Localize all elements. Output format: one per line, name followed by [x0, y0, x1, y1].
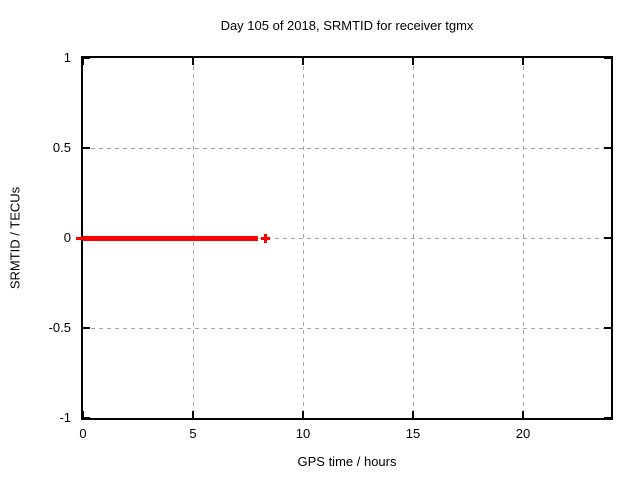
- y-gridline: [83, 147, 611, 149]
- x-axis-label: GPS time / hours: [297, 454, 397, 469]
- y-tick-label: 0.5: [52, 140, 71, 155]
- x-tick-mark: [192, 58, 194, 65]
- y-tick-mark: [83, 57, 90, 59]
- x-tick-mark: [412, 411, 414, 418]
- y-tick-mark: [604, 147, 611, 149]
- y-axis-label: SRMTID / TECUs: [7, 186, 23, 290]
- x-tick-label: 0: [79, 426, 87, 441]
- x-tick-label: 15: [405, 426, 421, 441]
- x-tick-label: 20: [515, 426, 531, 441]
- x-tick-mark: [302, 58, 304, 65]
- y-tick-mark: [604, 57, 611, 59]
- data-point-marker: [264, 233, 268, 243]
- y-tick-label: 0: [63, 230, 71, 245]
- x-tick-mark: [82, 411, 84, 418]
- x-tick-label: 10: [295, 426, 311, 441]
- y-tick-mark: [83, 147, 90, 149]
- y-gridline: [83, 237, 611, 239]
- x-tick-mark: [522, 58, 524, 65]
- y-tick-label: -1: [59, 410, 71, 425]
- data-marker-arm: [76, 236, 83, 240]
- x-tick-mark: [82, 58, 84, 65]
- y-tick-mark: [83, 417, 90, 419]
- y-tick-mark: [604, 327, 611, 329]
- y-gridline: [83, 327, 611, 329]
- data-band: [83, 235, 258, 241]
- x-tick-mark: [192, 411, 194, 418]
- x-tick-label: 5: [189, 426, 197, 441]
- x-tick-mark: [522, 411, 524, 418]
- y-tick-mark: [604, 417, 611, 419]
- y-tick-mark: [604, 237, 611, 239]
- chart-title: Day 105 of 2018, SRMTID for receiver tgm…: [220, 18, 474, 33]
- y-tick-label: -0.5: [48, 320, 71, 335]
- x-tick-mark: [302, 411, 304, 418]
- y-tick-label: 1: [63, 50, 71, 65]
- y-tick-mark: [83, 327, 90, 329]
- x-tick-mark: [412, 58, 414, 65]
- plot-area: [76, 56, 613, 420]
